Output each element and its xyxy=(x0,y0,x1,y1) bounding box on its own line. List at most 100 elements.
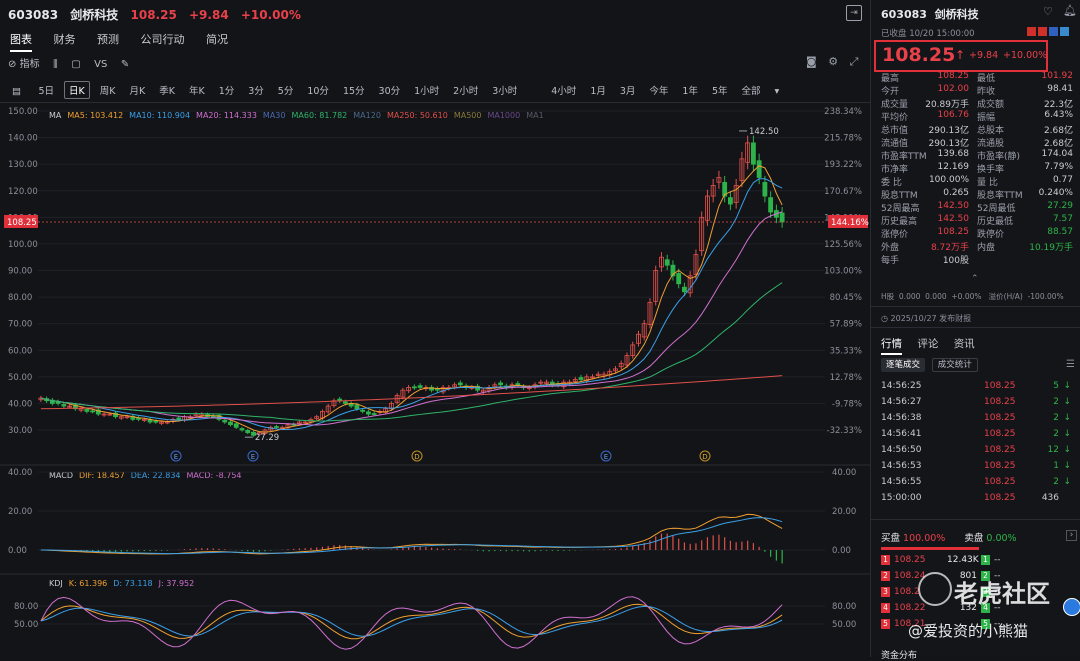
period-option[interactable]: 5日 xyxy=(38,86,55,97)
vs-button[interactable]: VS xyxy=(94,59,108,70)
stat-item: 今开 102.00 xyxy=(881,84,970,97)
list-menu-icon[interactable]: ☰ xyxy=(1066,359,1075,370)
macd-legend-item: MACD: -8.754 xyxy=(187,471,242,480)
period-option[interactable]: 5分 xyxy=(277,86,294,97)
period-option[interactable]: 10分 xyxy=(307,86,329,97)
period-option[interactable]: 3分 xyxy=(248,86,264,97)
panel-title: 603083 剑桥科技 xyxy=(881,6,979,22)
period-menu-icon[interactable]: ▤ xyxy=(12,86,21,97)
candle xyxy=(664,259,670,266)
period-option[interactable]: 年K xyxy=(188,86,205,97)
candle xyxy=(159,421,164,424)
stat-label: 今开 xyxy=(881,87,900,97)
stat-item: 委 比 100.00% xyxy=(881,175,969,188)
bell-icon[interactable]: 🔔︎ xyxy=(1063,4,1077,17)
tab-finance[interactable]: 财务 xyxy=(53,33,76,46)
candle xyxy=(222,419,228,423)
expand-chevron-icon[interactable]: ⌃ xyxy=(971,274,979,284)
bid-price: 108.2 xyxy=(894,587,920,597)
tab-chart[interactable]: 图表 xyxy=(10,31,32,52)
period-dropdown-icon[interactable]: ▾ xyxy=(774,86,780,97)
trade-row: 14:56:25 108.25 5 ↓ xyxy=(881,381,1073,397)
stat-value: 98.41 xyxy=(1047,84,1073,94)
collapse-panel-icon[interactable]: ⇥ xyxy=(846,5,862,21)
ask-price: -- xyxy=(994,619,1001,629)
candle xyxy=(538,381,544,384)
candle xyxy=(210,415,216,418)
candle xyxy=(779,212,785,223)
gear-icon[interactable]: ⚙ xyxy=(828,55,839,68)
candle xyxy=(670,264,676,277)
kdj-legend-item: J: 37.952 xyxy=(158,579,195,588)
bid-volume: 132 xyxy=(959,603,977,613)
stat-value: 102.00 xyxy=(937,84,970,94)
period-option[interactable]: 4小时 xyxy=(551,86,577,97)
expand-book-icon[interactable]: › xyxy=(1066,530,1077,541)
period-option[interactable]: 月K xyxy=(129,86,146,97)
stat-label: 市盈率(静) xyxy=(977,152,1021,162)
ask-price: -- xyxy=(994,555,1001,565)
candle xyxy=(49,399,55,404)
camera-icon[interactable]: ◙ xyxy=(806,55,817,68)
period-option[interactable]: 日K xyxy=(64,81,90,99)
period-option[interactable]: 季K xyxy=(159,86,175,97)
stat-label: 总市值 xyxy=(881,126,909,136)
tab-quote[interactable]: 行情 xyxy=(881,338,902,355)
trade-row: 14:56:50 108.25 12 ↓ xyxy=(881,445,1073,461)
candle xyxy=(572,379,578,382)
down-arrow-icon: ↓ xyxy=(1063,397,1071,407)
period-option[interactable]: 5年 xyxy=(711,86,728,97)
stat-item: 成交额 22.3亿 xyxy=(977,97,1073,110)
trade-row: 15:00:00 108.25 436 xyxy=(881,493,1073,509)
subtab-tick-trades[interactable]: 逐笔成交 xyxy=(881,358,926,372)
period-option[interactable]: 全部 xyxy=(741,86,761,97)
period-option[interactable]: 1分 xyxy=(218,86,235,97)
period-option[interactable]: 今年 xyxy=(649,86,669,97)
d-line xyxy=(40,605,783,637)
candle xyxy=(578,377,584,380)
subtab-trade-stats[interactable]: 成交统计 xyxy=(931,358,978,372)
period-option[interactable]: 3小时 xyxy=(492,86,518,97)
period-option[interactable]: 1月 xyxy=(590,86,606,97)
period-option[interactable]: 1年 xyxy=(682,86,698,97)
bid-price: 108.25 xyxy=(894,555,926,565)
stock-chart[interactable]: 150.00 238.34% 140.00 215.78% 130.00 193.22% 1… xyxy=(0,103,870,657)
tab-comments[interactable]: 评论 xyxy=(917,338,939,350)
period-option[interactable]: 15分 xyxy=(342,86,365,97)
square-icon[interactable]: ▢ xyxy=(71,59,81,70)
tab-profile[interactable]: 简况 xyxy=(206,33,228,46)
period-option[interactable]: 2小时 xyxy=(453,86,479,97)
floating-action-icon[interactable] xyxy=(1063,598,1080,616)
trade-volume: 2 xyxy=(1053,413,1059,423)
stat-value: 2.68亿 xyxy=(1043,126,1073,136)
buy-label: 买盘 xyxy=(881,533,901,544)
trade-price: 108.25 xyxy=(984,461,1016,471)
draw-pen-icon[interactable]: ✎ xyxy=(120,59,130,70)
candle xyxy=(590,376,595,379)
stat-value: 101.92 xyxy=(1041,71,1074,81)
trade-price: 108.25 xyxy=(984,397,1016,407)
candle-type-icon[interactable]: ⫼ xyxy=(53,59,58,70)
trade-time: 14:56:27 xyxy=(881,397,922,407)
market-flags-icon xyxy=(1027,26,1069,39)
macd-legend-item: DIF: 18.457 xyxy=(79,471,125,480)
stat-value: 0.77 xyxy=(1052,175,1073,185)
tab-news[interactable]: 资讯 xyxy=(953,338,975,350)
stat-value: 12.169 xyxy=(937,162,970,172)
pct-tick-label: 238.34% xyxy=(824,107,862,117)
favorite-heart-icon[interactable]: ♡ xyxy=(1043,5,1053,18)
tab-corporate-actions[interactable]: 公司行动 xyxy=(140,33,185,46)
bid-level: 2 xyxy=(881,571,890,581)
period-option[interactable]: 1小时 xyxy=(414,86,440,97)
stat-item: 历史最低 7.57 xyxy=(977,214,1073,227)
period-option[interactable]: 3月 xyxy=(619,86,636,97)
period-option[interactable]: 周K xyxy=(99,86,116,97)
stat-item: 换手率 7.79% xyxy=(977,162,1073,175)
indicator-button[interactable]: ⊘ 指标 xyxy=(8,59,40,70)
period-option[interactable]: 30分 xyxy=(378,86,401,97)
event-marker-label: D xyxy=(702,453,707,461)
k-line xyxy=(40,603,783,640)
stat-label: 成交量 xyxy=(881,100,909,110)
fullscreen-icon[interactable]: ⤢ xyxy=(849,55,859,68)
tab-forecast[interactable]: 预测 xyxy=(97,33,119,46)
